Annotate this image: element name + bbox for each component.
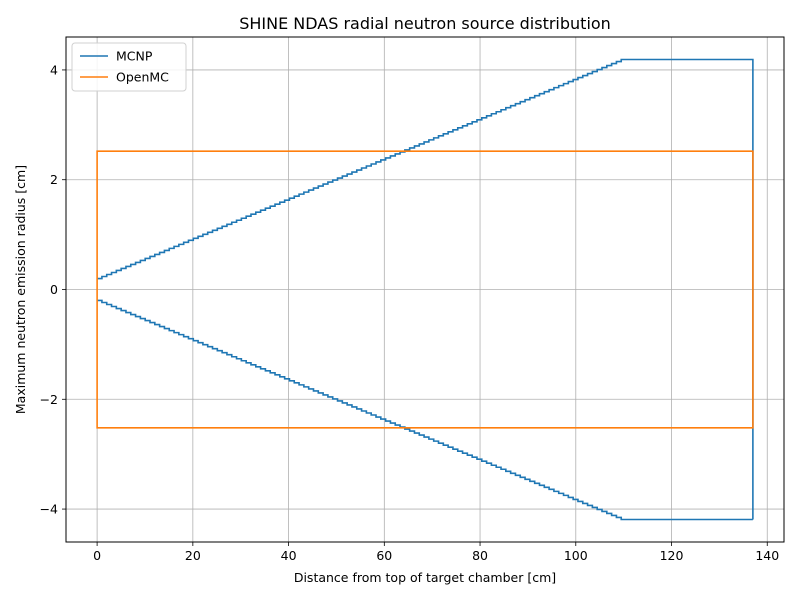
grid-lines (66, 37, 784, 542)
chart-title: SHINE NDAS radial neutron source distrib… (239, 14, 611, 33)
x-tick-label: 40 (281, 548, 297, 563)
x-axis-label: Distance from top of target chamber [cm] (294, 570, 556, 585)
x-tick-label: 60 (376, 548, 392, 563)
axis-ticks: 0 20 40 60 80 100 120 140 −4 −2 0 2 4 (40, 62, 780, 563)
y-tick-label: −4 (40, 502, 58, 517)
x-tick-label: 80 (472, 548, 488, 563)
y-axis-label: Maximum neutron emission radius [cm] (13, 165, 28, 414)
legend-label-mcnp: MCNP (116, 49, 153, 64)
x-tick-label: 20 (185, 548, 201, 563)
x-tick-label: 100 (564, 548, 588, 563)
y-tick-label: 2 (50, 172, 58, 187)
x-tick-label: 0 (93, 548, 101, 563)
legend-box (71, 42, 187, 92)
x-tick-label: 140 (755, 548, 779, 563)
legend-label-openmc: OpenMC (116, 70, 169, 85)
plot-series (96, 58, 754, 521)
series-line-openmc (96, 150, 754, 429)
x-tick-label: 120 (660, 548, 684, 563)
y-tick-label: 4 (50, 62, 58, 77)
y-tick-label: 0 (50, 282, 58, 297)
legend: MCNP OpenMC (71, 42, 187, 92)
y-tick-label: −2 (40, 392, 58, 407)
series-line-mcnp (97, 58, 754, 521)
